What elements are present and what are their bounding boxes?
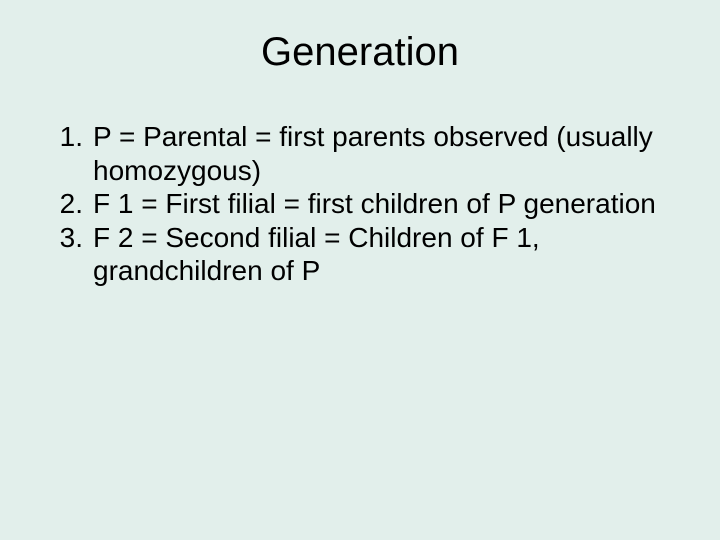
list-text: P = Parental = first parents observed (u…: [93, 120, 675, 187]
list-text: F 2 = Second filial = Children of F 1, g…: [93, 221, 675, 288]
definition-list: 1. P = Parental = first parents observed…: [45, 120, 675, 288]
list-number: 1.: [45, 120, 93, 187]
slide-title: Generation: [45, 30, 675, 75]
list-number: 3.: [45, 221, 93, 288]
list-item: 2. F 1 = First filial = first children o…: [45, 187, 675, 221]
list-number: 2.: [45, 187, 93, 221]
list-item: 1. P = Parental = first parents observed…: [45, 120, 675, 187]
slide-container: Generation 1. P = Parental = first paren…: [0, 0, 720, 540]
list-text: F 1 = First filial = first children of P…: [93, 187, 675, 221]
list-item: 3. F 2 = Second filial = Children of F 1…: [45, 221, 675, 288]
